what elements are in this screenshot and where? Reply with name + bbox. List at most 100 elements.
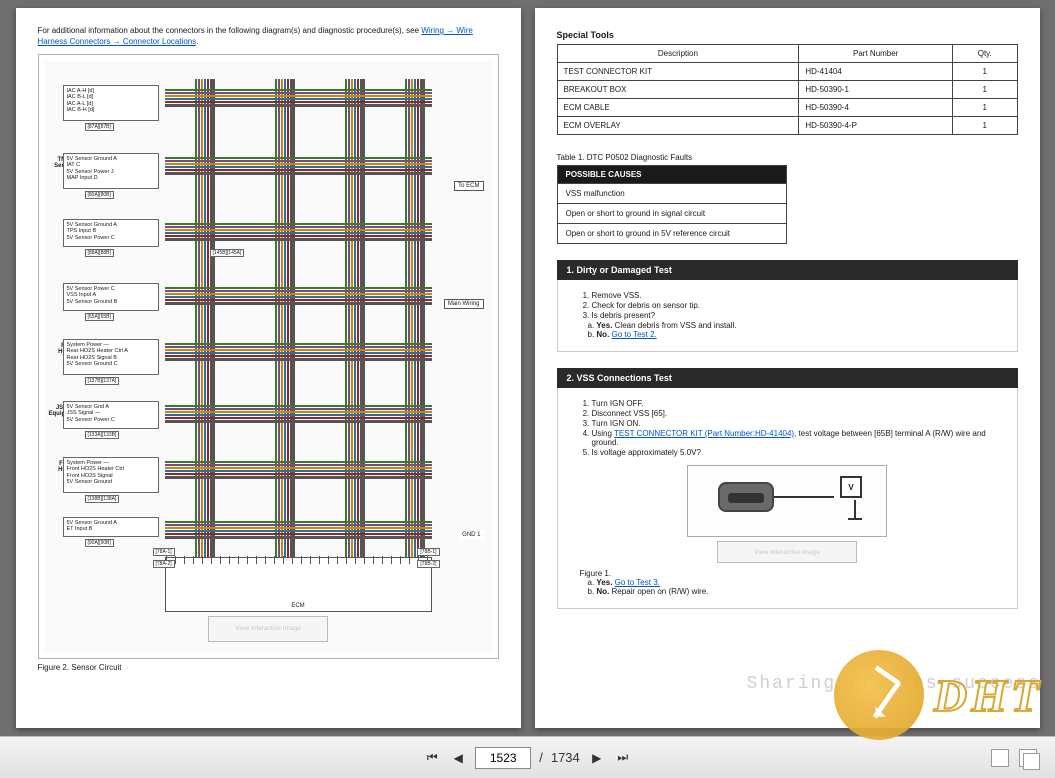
table1-label: Table 1. DTC P0502 Diagnostic Faults xyxy=(557,153,1018,162)
connector-tag: [137B][137A] xyxy=(85,377,120,385)
cause-row: Open or short to ground in signal circui… xyxy=(558,203,786,223)
cause-row: VSS malfunction xyxy=(558,183,786,203)
step2-item4: Using TEST CONNECTOR KIT (Part Number:HD… xyxy=(592,429,1001,447)
step1-body: Remove VSS. Check for debris on sensor t… xyxy=(557,280,1018,352)
sensor-block: 5V Sensor Ground AIAT C5V Sensor Power J… xyxy=(63,153,159,189)
wiring-diagram-inner: IACIAC A-H [d]IAC B-L [d]IAC A-L [d]IAC … xyxy=(45,61,492,652)
step2-title: 2. VSS Connections Test xyxy=(557,368,1018,388)
step1-no: b. No. Go to Test 2. xyxy=(574,330,1001,339)
table-row: ECM OVERLAYHD-50390-4-P1 xyxy=(557,117,1017,135)
step1-no-link[interactable]: Go to Test 2. xyxy=(612,330,657,339)
wiring-bus xyxy=(165,89,432,107)
to-ecm-label: To ECM xyxy=(454,181,483,191)
wiring-trunk-2 xyxy=(275,79,295,572)
sensor-block: 5V Sensor Gnd AJSS Signal —5V Sensor Pow… xyxy=(63,401,159,429)
step2-fig-caption: Figure 1. xyxy=(580,569,1001,578)
intro-text: For additional information about the con… xyxy=(38,26,499,48)
special-tools-table: Description Part Number Qty. TEST CONNEC… xyxy=(557,44,1018,135)
intro-prefix: For additional information about the con… xyxy=(38,26,422,35)
bottom-conn-1: [78A-1] xyxy=(153,548,175,556)
wiring-bus xyxy=(165,521,432,539)
connector-tag: [88A][88B] xyxy=(85,249,114,257)
step2-yes-link[interactable]: Go to Test 3. xyxy=(615,578,660,587)
table-row: BREAKOUT BOXHD-50390-11 xyxy=(557,81,1017,99)
sensor-block: System Power —Front HO2S Heater CtrlFron… xyxy=(63,457,159,493)
gnd-label: GND 1 xyxy=(459,531,483,539)
main-wiring-label: Main Wiring xyxy=(444,299,484,309)
wiring-bus xyxy=(165,343,432,361)
tools-th-desc: Description xyxy=(557,45,799,63)
connector-tag: [65A][65B] xyxy=(85,313,114,321)
bottom-conn-2: [78A-2] xyxy=(153,560,175,568)
step2-item: Turn IGN OFF. xyxy=(592,399,1001,408)
sensor-block: 5V Sensor Ground AET Input B xyxy=(63,517,159,537)
step1-yes: a. Yes. Clean debris from VSS and instal… xyxy=(574,321,1001,330)
wiring-bus xyxy=(165,157,432,175)
step1-item: Check for debris on sensor tip. xyxy=(592,301,1001,310)
wiring-bus xyxy=(165,287,432,305)
toolbar-right xyxy=(991,749,1037,767)
ecm-block: ECM xyxy=(165,557,432,612)
ground-icon xyxy=(854,500,856,518)
connector-tag: [90A][90B] xyxy=(85,539,114,547)
step2-yes: a. Yes. Go to Test 3. xyxy=(574,578,1001,587)
bottom-conn-3: [78B-1] xyxy=(417,548,439,556)
tools-th-part: Part Number xyxy=(799,45,953,63)
next-page-button[interactable]: ▶ xyxy=(588,749,606,767)
possible-causes-table: POSSIBLE CAUSES VSS malfunctionOpen or s… xyxy=(557,165,787,244)
connector-tag: [80A][80B] xyxy=(85,191,114,199)
step1-item: Remove VSS. xyxy=(592,291,1001,300)
special-tools-title: Special Tools xyxy=(557,30,1018,40)
step1-title: 1. Dirty or Damaged Test xyxy=(557,260,1018,280)
connector-icon xyxy=(718,482,774,512)
wiring-diagram: IACIAC A-H [d]IAC B-L [d]IAC A-L [d]IAC … xyxy=(38,54,499,659)
connector-tag: [87A][87B] xyxy=(85,123,114,131)
voltmeter-icon: V xyxy=(840,476,862,498)
table-row: TEST CONNECTOR KITHD-414041 xyxy=(557,63,1017,81)
step1-item: Is debris present? xyxy=(592,311,1001,320)
cause-row: Open or short to ground in 5V reference … xyxy=(558,223,786,243)
connector-tag: [138B][138A] xyxy=(85,495,120,503)
step2-item: Disconnect VSS [65]. xyxy=(592,409,1001,418)
step2-interactive-image-button[interactable]: View Interactive Image xyxy=(717,541,857,563)
prev-page-button[interactable]: ◀ xyxy=(449,749,467,767)
sensor-block: 5V Sensor Power CVSS Input A5V Sensor Gr… xyxy=(63,283,159,311)
wiring-bus xyxy=(165,461,432,479)
figure-caption: Figure 2. Sensor Circuit xyxy=(38,663,499,672)
sensor-block: System Power —Rear HO2S Heater Ctrl ARea… xyxy=(63,339,159,375)
two-page-view-button[interactable] xyxy=(1019,749,1037,767)
step2-figure: V xyxy=(687,465,887,537)
page-total: 1734 xyxy=(551,750,580,765)
sensor-block: IAC A-H [d]IAC B-L [d]IAC A-L [d]IAC B-H… xyxy=(63,85,159,121)
page-left: For additional information about the con… xyxy=(16,8,521,728)
step2-no-text: Repair open on (R/W) wire. xyxy=(612,587,709,596)
tools-th-qty: Qty. xyxy=(953,45,1017,63)
intro-suffix: . xyxy=(196,37,198,46)
interactive-image-button[interactable]: View Interactive Image xyxy=(208,616,328,642)
wiring-trunk-1 xyxy=(195,79,215,572)
ecm-label: ECM xyxy=(291,603,304,609)
step2-no: b. No. Repair open on (R/W) wire. xyxy=(574,587,1001,596)
page-number-input[interactable] xyxy=(475,747,531,769)
wiring-bus xyxy=(165,223,432,241)
step2-item4-link[interactable]: TEST CONNECTOR KIT (Part Number:HD-41404… xyxy=(614,429,794,438)
ecm-pins xyxy=(166,556,431,564)
mid-connector-tag: [145B][145A] xyxy=(210,249,245,257)
page-right: Special Tools Description Part Number Qt… xyxy=(535,8,1040,728)
wiring-trunk-4 xyxy=(405,79,425,572)
step2-body: Turn IGN OFF. Disconnect VSS [65]. Turn … xyxy=(557,388,1018,609)
step1-yes-text: Clean debris from VSS and install. xyxy=(615,321,737,330)
last-page-button[interactable]: ⏭ xyxy=(614,749,632,767)
first-page-button[interactable]: ⏮ xyxy=(423,749,441,767)
single-page-view-button[interactable] xyxy=(991,749,1009,767)
causes-header: POSSIBLE CAUSES xyxy=(558,166,786,183)
bottom-conn-4: [78B-2] xyxy=(417,560,439,568)
step2-item: Turn IGN ON. xyxy=(592,419,1001,428)
wire-icon xyxy=(774,496,834,498)
page-viewer: For additional information about the con… xyxy=(0,0,1055,728)
page-separator: / xyxy=(539,750,543,765)
step2-item4-pre: Using xyxy=(592,429,615,438)
wiring-bus xyxy=(165,405,432,423)
pdf-toolbar: ⏮ ◀ / 1734 ▶ ⏭ xyxy=(0,736,1055,778)
step2-item5: Is voltage approximately 5.0V? xyxy=(592,448,1001,457)
